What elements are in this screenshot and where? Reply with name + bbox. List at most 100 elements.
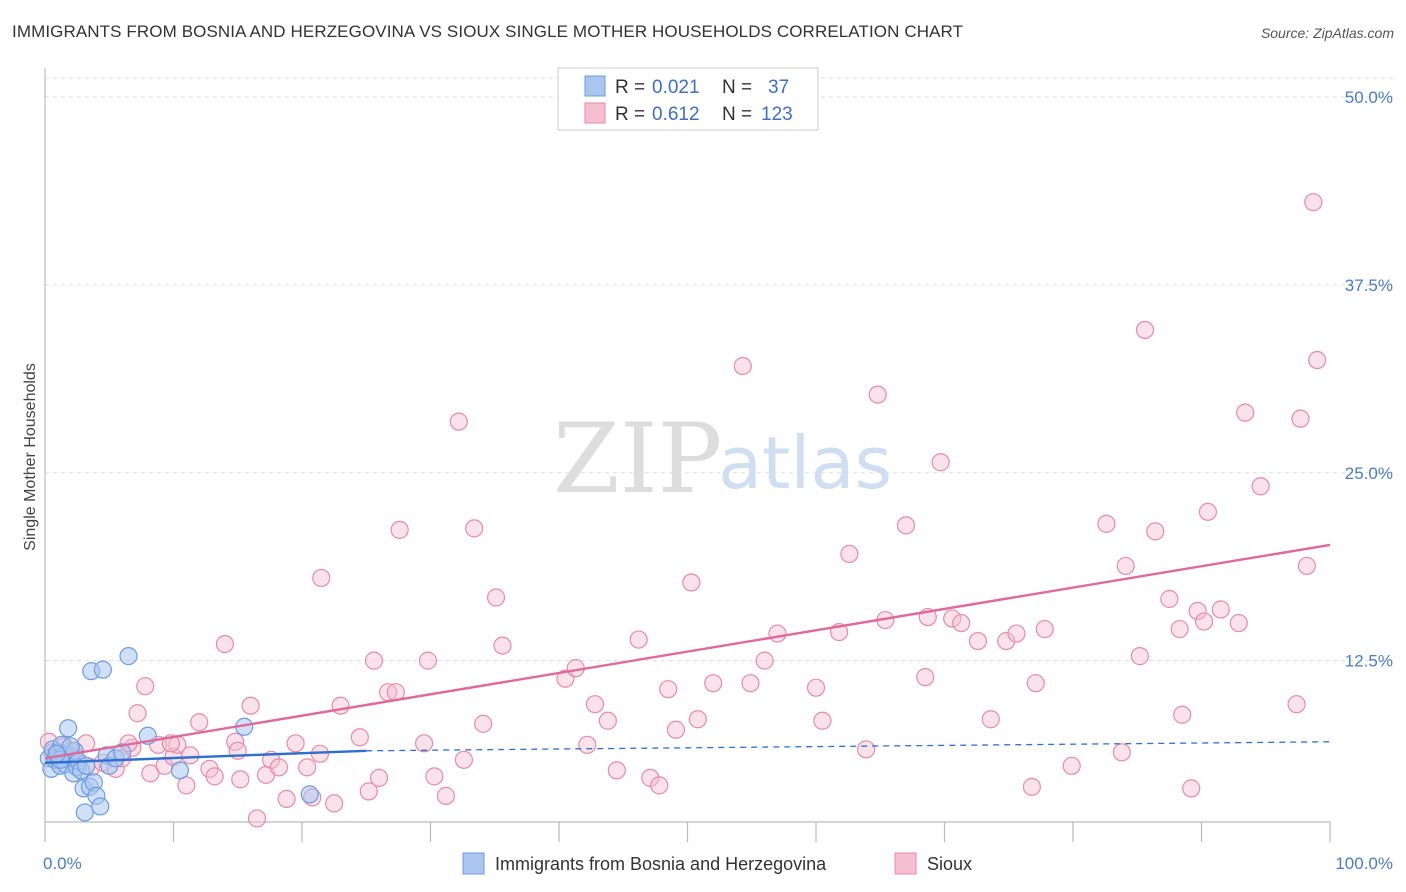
stats-blue-r-value: 0.021 (652, 77, 700, 98)
y-tick-label: 37.5% (1345, 276, 1393, 295)
sioux-point (1146, 522, 1165, 541)
sioux-point (1211, 600, 1230, 619)
sioux-point (425, 767, 444, 786)
sioux-point (768, 624, 787, 643)
watermark: ZIP atlas (553, 403, 892, 515)
sioux-point (331, 696, 350, 715)
sioux-point (390, 520, 409, 539)
stats-pink-n-label: N = (722, 104, 752, 125)
sioux-point (1022, 777, 1041, 796)
sioux-point (868, 385, 887, 404)
gridlines (45, 77, 1394, 662)
source-credit: Source: ZipAtlas.com (1260, 25, 1394, 41)
bosnia-point (59, 719, 78, 738)
legend-pink-swatch (894, 852, 917, 875)
sioux-point (1287, 695, 1306, 714)
sioux-point (981, 710, 1000, 729)
sioux-point (1297, 556, 1316, 576)
sioux-point (733, 356, 752, 376)
sioux-point (205, 767, 224, 786)
sioux-point (1229, 613, 1248, 633)
sioux-point (1188, 601, 1207, 621)
sioux-point (704, 674, 723, 693)
sioux-point (465, 519, 484, 538)
bosnia-points (39, 647, 319, 822)
sioux-point (840, 544, 859, 564)
sioux-point (1097, 514, 1116, 533)
sioux-point (449, 412, 468, 431)
sioux-point (997, 631, 1016, 651)
bosnia-trendline-extension (366, 741, 1331, 752)
sioux-point (350, 728, 369, 747)
sioux-point (1026, 674, 1045, 693)
sioux-point (1007, 624, 1026, 643)
sioux-point (418, 651, 438, 670)
sioux-point (231, 770, 250, 789)
sioux-point (585, 695, 605, 714)
sioux-point (598, 711, 617, 730)
sioux-point (896, 516, 916, 535)
sioux-point (364, 651, 384, 670)
sioux-point (931, 453, 950, 472)
stats-blue-swatch (584, 75, 606, 97)
legend-pink-label: Sioux (927, 854, 972, 874)
sioux-point (968, 631, 988, 651)
sioux-point (755, 651, 774, 670)
sioux-point (493, 636, 512, 655)
sioux-point (806, 678, 826, 697)
sioux-point (181, 746, 200, 765)
sioux-point (682, 573, 701, 592)
sioux-point (1170, 619, 1189, 639)
sioux-point (486, 588, 506, 607)
y-axis-label: Single Mother Households (22, 363, 39, 551)
sioux-point (312, 568, 331, 588)
bosnia-point (300, 785, 319, 804)
stats-pink-n-value: 123 (761, 104, 793, 125)
bosnia-point (47, 744, 66, 763)
sioux-point (1130, 647, 1149, 666)
sioux-point (247, 809, 267, 828)
stats-blue-n-label: N = (722, 77, 752, 98)
sioux-point (943, 609, 962, 628)
sioux-point (277, 789, 296, 809)
sioux-point (436, 786, 456, 805)
legend-blue-swatch (462, 852, 485, 875)
legend-blue-label: Immigrants from Bosnia and Herzegovina (495, 854, 827, 874)
sioux-point (1304, 193, 1323, 212)
stats-pink-r-label: R = (615, 104, 645, 125)
sioux-point (659, 680, 678, 699)
axes (44, 68, 1331, 842)
sioux-point (269, 758, 288, 777)
sioux-point (1135, 320, 1155, 340)
sioux-point (141, 764, 160, 783)
sioux-point (607, 761, 626, 780)
sioux-point (128, 704, 147, 723)
sioux-point (215, 634, 234, 654)
y-tick-labels: 12.5% 25.0% 37.5% 50.0% (1345, 88, 1393, 671)
sioux-point (286, 734, 305, 753)
sioux-point (1291, 409, 1310, 428)
bosnia-point (91, 797, 110, 816)
y-tick-label: 25.0% (1345, 464, 1393, 483)
watermark-atlas: atlas (718, 421, 892, 505)
sioux-point (1173, 705, 1192, 724)
sioux-point (1116, 556, 1135, 576)
sioux-point (136, 677, 155, 696)
sioux-point (857, 740, 876, 759)
bosnia-point (93, 660, 112, 679)
sioux-point (629, 630, 648, 649)
sioux-point (1308, 350, 1327, 370)
stats-legend: R = 0.021 N = 37 R = 0.612 N = 123 (557, 67, 819, 131)
sioux-point (741, 674, 760, 693)
sioux-trendline (44, 543, 1331, 760)
stats-blue-n-value: 37 (768, 77, 789, 98)
x-tick-label: 0.0% (43, 854, 82, 873)
sioux-point (1035, 619, 1054, 639)
sioux-points (39, 193, 1327, 828)
watermark-zip: ZIP (553, 403, 722, 515)
bosnia-point (119, 647, 138, 666)
bosnia-point (75, 803, 94, 822)
stats-pink-swatch (584, 102, 606, 124)
sioux-point (650, 776, 669, 795)
sioux-point (952, 613, 971, 633)
